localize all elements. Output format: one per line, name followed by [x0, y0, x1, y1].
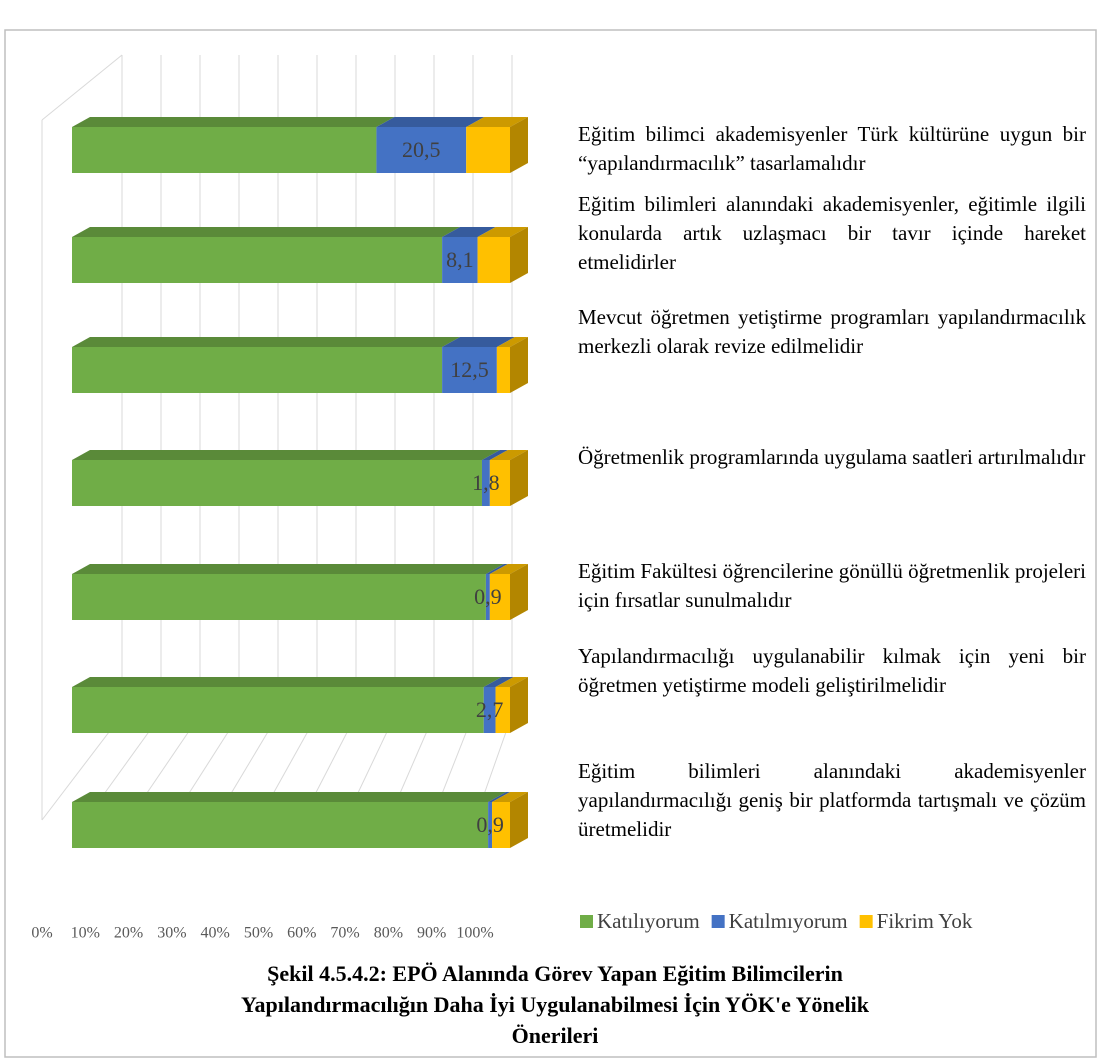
category-label: Eğitim bilimci akademisyenler Türk kültü…: [578, 122, 1086, 175]
bar-side: [510, 337, 528, 393]
legend-label: Katılıyorum: [597, 909, 700, 933]
bar-top: [481, 450, 508, 460]
bar-top: [442, 227, 496, 237]
bar-side: [510, 117, 528, 173]
caption: Şekil 4.5.4.2: EPÖ Alanında Görev Yapan …: [40, 958, 1070, 1051]
bar-top: [495, 677, 528, 687]
bar-side: [510, 792, 528, 848]
data-label: 2,7: [476, 697, 504, 722]
x-tick-label: 10%: [71, 925, 100, 942]
x-tick-label: 90%: [417, 925, 446, 942]
category-label: Öğretmenlik programlarında uygulama saat…: [578, 445, 1086, 469]
bar-top: [496, 337, 528, 347]
bar-side: [510, 450, 528, 506]
data-label: 20,5: [402, 137, 441, 162]
bar-top: [72, 337, 461, 347]
bar-top: [466, 117, 528, 127]
bar-top: [72, 677, 502, 687]
bar-top: [483, 677, 514, 687]
bar-top: [72, 227, 461, 237]
bar: [483, 687, 496, 733]
bar: [489, 460, 510, 506]
bar: [477, 237, 510, 283]
x-tick-label: 40%: [201, 925, 230, 942]
bar-side: [510, 564, 528, 620]
legend-swatch: [580, 915, 593, 928]
bar-top: [72, 117, 395, 127]
x-tick-label: 0%: [31, 925, 52, 942]
x-tick-label: 20%: [114, 925, 143, 942]
caption-line: Şekil 4.5.4.2: EPÖ Alanında Görev Yapan …: [267, 961, 843, 986]
bar: [72, 460, 482, 506]
bar: [442, 347, 497, 393]
legend-label: Fikrim Yok: [877, 909, 973, 933]
bar: [376, 127, 467, 173]
bar-top: [442, 337, 515, 347]
bar: [489, 574, 510, 620]
bar-top: [72, 450, 500, 460]
data-label: 12,5: [450, 357, 489, 382]
bar-top: [376, 117, 485, 127]
bar-top: [72, 564, 504, 574]
bar-side: [510, 227, 528, 283]
bar: [495, 687, 510, 733]
bar: [72, 127, 377, 173]
category-label: Mevcut öğretmen yetiştirme programları y…: [578, 305, 1086, 358]
bar: [72, 574, 486, 620]
bar-top: [488, 792, 511, 802]
frame: [4, 29, 1097, 1058]
bar: [485, 574, 490, 620]
bar: [488, 802, 493, 848]
bar: [72, 237, 443, 283]
legend-label: Katılmıyorum: [729, 909, 848, 933]
bar: [72, 687, 484, 733]
bar-top: [72, 792, 507, 802]
data-label: 1,8: [472, 470, 500, 495]
x-tick-label: 30%: [157, 925, 186, 942]
bar: [72, 802, 489, 848]
bar-top: [489, 564, 528, 574]
bar-top: [492, 792, 528, 802]
bar: [442, 237, 478, 283]
side-wall: [41, 54, 123, 121]
data-label: 8,1: [446, 247, 474, 272]
x-tick-label: 100%: [456, 925, 493, 942]
bar: [496, 347, 510, 393]
x-tick-label: 80%: [374, 925, 403, 942]
caption-line: Yapılandırmacılığın Daha İyi Uygulanabil…: [241, 992, 869, 1017]
caption-line: Önerileri: [511, 1023, 599, 1048]
bar: [72, 347, 443, 393]
bar: [466, 127, 510, 173]
legend-swatch: [711, 915, 725, 928]
bar-top: [477, 227, 528, 237]
x-tick-label: 50%: [244, 925, 273, 942]
bar-top: [485, 564, 508, 574]
category-label: Eğitim Fakültesi öğrencilerine gönüllü ö…: [578, 559, 1086, 612]
legend-swatch: [859, 915, 873, 928]
data-label: 0,9: [474, 584, 502, 609]
category-label: Eğitim bilimleri alanındaki akademisyenl…: [578, 192, 1086, 274]
bar: [481, 460, 490, 506]
bar-side: [510, 677, 528, 733]
bar-top: [489, 450, 528, 460]
bar: [492, 802, 510, 848]
category-label: Yapılandırmacılığı uygulanabilir kılmak …: [578, 644, 1086, 697]
data-label: 0,9: [476, 812, 504, 837]
x-tick-label: 70%: [330, 925, 359, 942]
category-label: Eğitim bilimleri alanındaki akademisyenl…: [578, 759, 1086, 841]
x-tick-label: 60%: [287, 925, 316, 942]
